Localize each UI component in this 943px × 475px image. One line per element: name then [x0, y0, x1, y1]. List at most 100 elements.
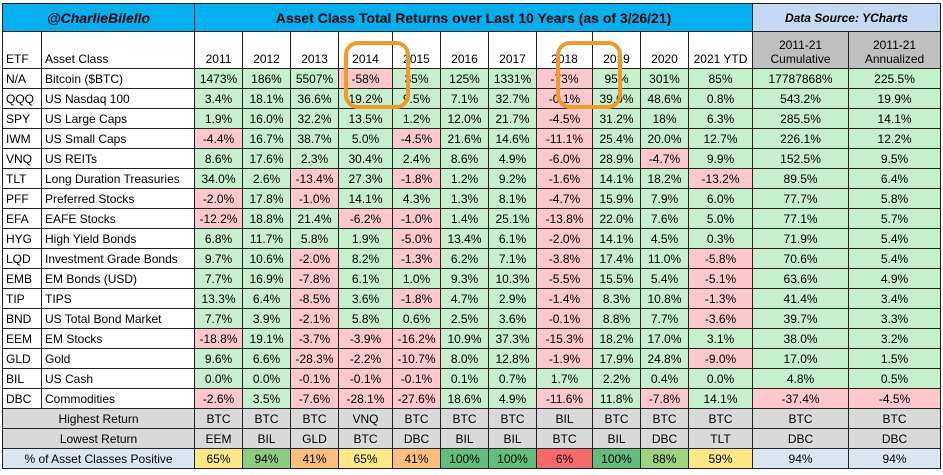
asset-class-cell: Investment Grade Bonds: [41, 248, 195, 269]
cumulative-cell: -37.4%: [752, 388, 850, 409]
data-source: Data Source: YCharts: [752, 3, 942, 32]
return-cell: -3.9%: [338, 328, 393, 349]
year-header: 2014: [338, 31, 393, 69]
annualized-header: 2011-21 Annualized: [848, 31, 942, 69]
pct-positive-cell: 100%: [488, 448, 537, 469]
return-cell: 1.4%: [440, 208, 489, 229]
return-cell: 6.6%: [242, 348, 291, 369]
table-row: EMB EM Bonds (USD) 7.7% 16.9% -7.8% 6.1% 1.0% 9…: [2, 268, 942, 289]
return-cell: 18.2%: [640, 168, 689, 189]
return-cell: 0.8%: [687, 88, 754, 109]
return-cell: -3.8%: [536, 248, 593, 269]
annualized-cell: 3.4%: [848, 288, 942, 309]
year-header: 2016: [440, 31, 489, 69]
return-cell: 2.2%: [592, 368, 641, 389]
return-cell: 18.2%: [592, 328, 641, 349]
return-cell: -2.0%: [194, 188, 243, 209]
cumulative-cell: 226.1%: [752, 128, 850, 149]
year-header: 2018: [536, 31, 593, 69]
return-cell: 9.3%: [440, 268, 489, 289]
pct-positive-cell: 41%: [290, 448, 339, 469]
asset-class-cell: Commodities: [41, 388, 195, 409]
return-cell: 6.3%: [687, 108, 754, 129]
annualized-cell: 14.1%: [848, 108, 942, 129]
asset-class-cell: US Total Bond Market: [41, 308, 195, 329]
return-cell: -2.6%: [194, 388, 243, 409]
return-cell: 1.9%: [338, 228, 393, 249]
highest-return-cell: BIL: [536, 408, 593, 429]
table-row: DBC Commodities -2.6% 3.5% -7.6% -28.1% -27.6%…: [2, 388, 942, 409]
return-cell: 4.7%: [440, 288, 489, 309]
return-cell: 7.7%: [640, 308, 689, 329]
asset-class-header: Asset Class: [41, 31, 195, 69]
year-header: 2020: [640, 31, 689, 69]
return-cell: -28.1%: [338, 388, 393, 409]
lowest-return-cell: TLT: [687, 428, 754, 449]
annualized-cell: -4.5%: [848, 388, 942, 409]
table-row: VNQ US REITs 8.6% 17.6% 2.3% 30.4% 2.4% 8.6% 4.9…: [2, 148, 942, 169]
cumulative-cell: 70.6%: [752, 248, 850, 269]
table-row: GLD Gold 9.6% 6.6% -28.3% -2.2% -10.7% 8.0% 12.8…: [2, 348, 942, 369]
etf-cell: GLD: [2, 348, 42, 369]
return-cell: -0.1%: [392, 368, 441, 389]
return-cell: 8.0%: [440, 348, 489, 369]
annualized-cell: 3.3%: [848, 308, 942, 329]
return-cell: -2.2%: [338, 348, 393, 369]
asset-class-cell: Gold: [41, 348, 195, 369]
return-cell: 95%: [592, 68, 641, 89]
highest-return-row-label: Highest Return: [2, 408, 195, 429]
table-row: EEM EM Stocks -18.8% 19.1% -3.7% -3.9% -16.2% 1…: [2, 328, 942, 349]
highest-return-cell: BTC: [194, 408, 243, 429]
return-cell: 5.8%: [338, 308, 393, 329]
table-row: TIP TIPS 13.3% 6.4% -8.5% 3.6% -1.8% 4.7% 2.9% -1…: [2, 288, 942, 309]
return-cell: 6.1%: [488, 228, 537, 249]
return-cell: -1.0%: [290, 188, 339, 209]
return-cell: 2.6%: [242, 168, 291, 189]
return-cell: 1331%: [488, 68, 537, 89]
lowest-return-cell: EEM: [194, 428, 243, 449]
asset-class-cell: US Small Caps: [41, 128, 195, 149]
cumulative-cell: 71.9%: [752, 228, 850, 249]
return-cell: 12.0%: [440, 108, 489, 129]
lowest-return-cell: BIL: [488, 428, 537, 449]
year-header: 2017: [488, 31, 537, 69]
year-header: 2012: [242, 31, 291, 69]
etf-cell: TLT: [2, 168, 42, 189]
return-cell: 0.3%: [687, 228, 754, 249]
asset-class-cell: EAFE Stocks: [41, 208, 195, 229]
return-cell: 14.1%: [338, 188, 393, 209]
return-cell: -4.7%: [536, 188, 593, 209]
return-cell: 3.4%: [194, 88, 243, 109]
return-cell: 14.1%: [592, 168, 641, 189]
return-cell: 2.5%: [440, 308, 489, 329]
etf-cell: BND: [2, 308, 42, 329]
asset-class-cell: Bitcoin ($BTC): [41, 68, 195, 89]
return-cell: 7.7%: [194, 268, 243, 289]
return-cell: 15.5%: [592, 268, 641, 289]
return-cell: 1.2%: [392, 108, 441, 129]
pct-positive-cell: 65%: [338, 448, 393, 469]
pct-positive-cell: 65%: [194, 448, 243, 469]
return-cell: -4.5%: [392, 128, 441, 149]
return-cell: -5.0%: [392, 228, 441, 249]
return-cell: 35%: [392, 68, 441, 89]
cumulative-cell: 38.0%: [752, 328, 850, 349]
lowest-return-cell: BTC: [536, 428, 593, 449]
table-row: BIL US Cash 0.0% 0.0% -0.1% -0.1% -0.1% 0.1% 0.7…: [2, 368, 942, 389]
return-cell: 17.4%: [592, 248, 641, 269]
pct-positive-cell: 94%: [848, 448, 942, 469]
return-cell: 0.4%: [640, 368, 689, 389]
return-cell: -15.3%: [536, 328, 593, 349]
return-cell: -1.6%: [536, 168, 593, 189]
etf-cell: DBC: [2, 388, 42, 409]
return-cell: 24.8%: [640, 348, 689, 369]
highest-return-cell: BTC: [290, 408, 339, 429]
return-cell: 3.5%: [242, 388, 291, 409]
table-row: QQQ US Nasdaq 100 3.4% 18.1% 36.6% 19.2% 9.5% 7…: [2, 88, 942, 109]
cumulative-cell: 77.7%: [752, 188, 850, 209]
return-cell: 28.9%: [592, 148, 641, 169]
return-cell: 38.7%: [290, 128, 339, 149]
highest-return-cell: VNQ: [338, 408, 393, 429]
etf-cell: LQD: [2, 248, 42, 269]
return-cell: -7.6%: [290, 388, 339, 409]
